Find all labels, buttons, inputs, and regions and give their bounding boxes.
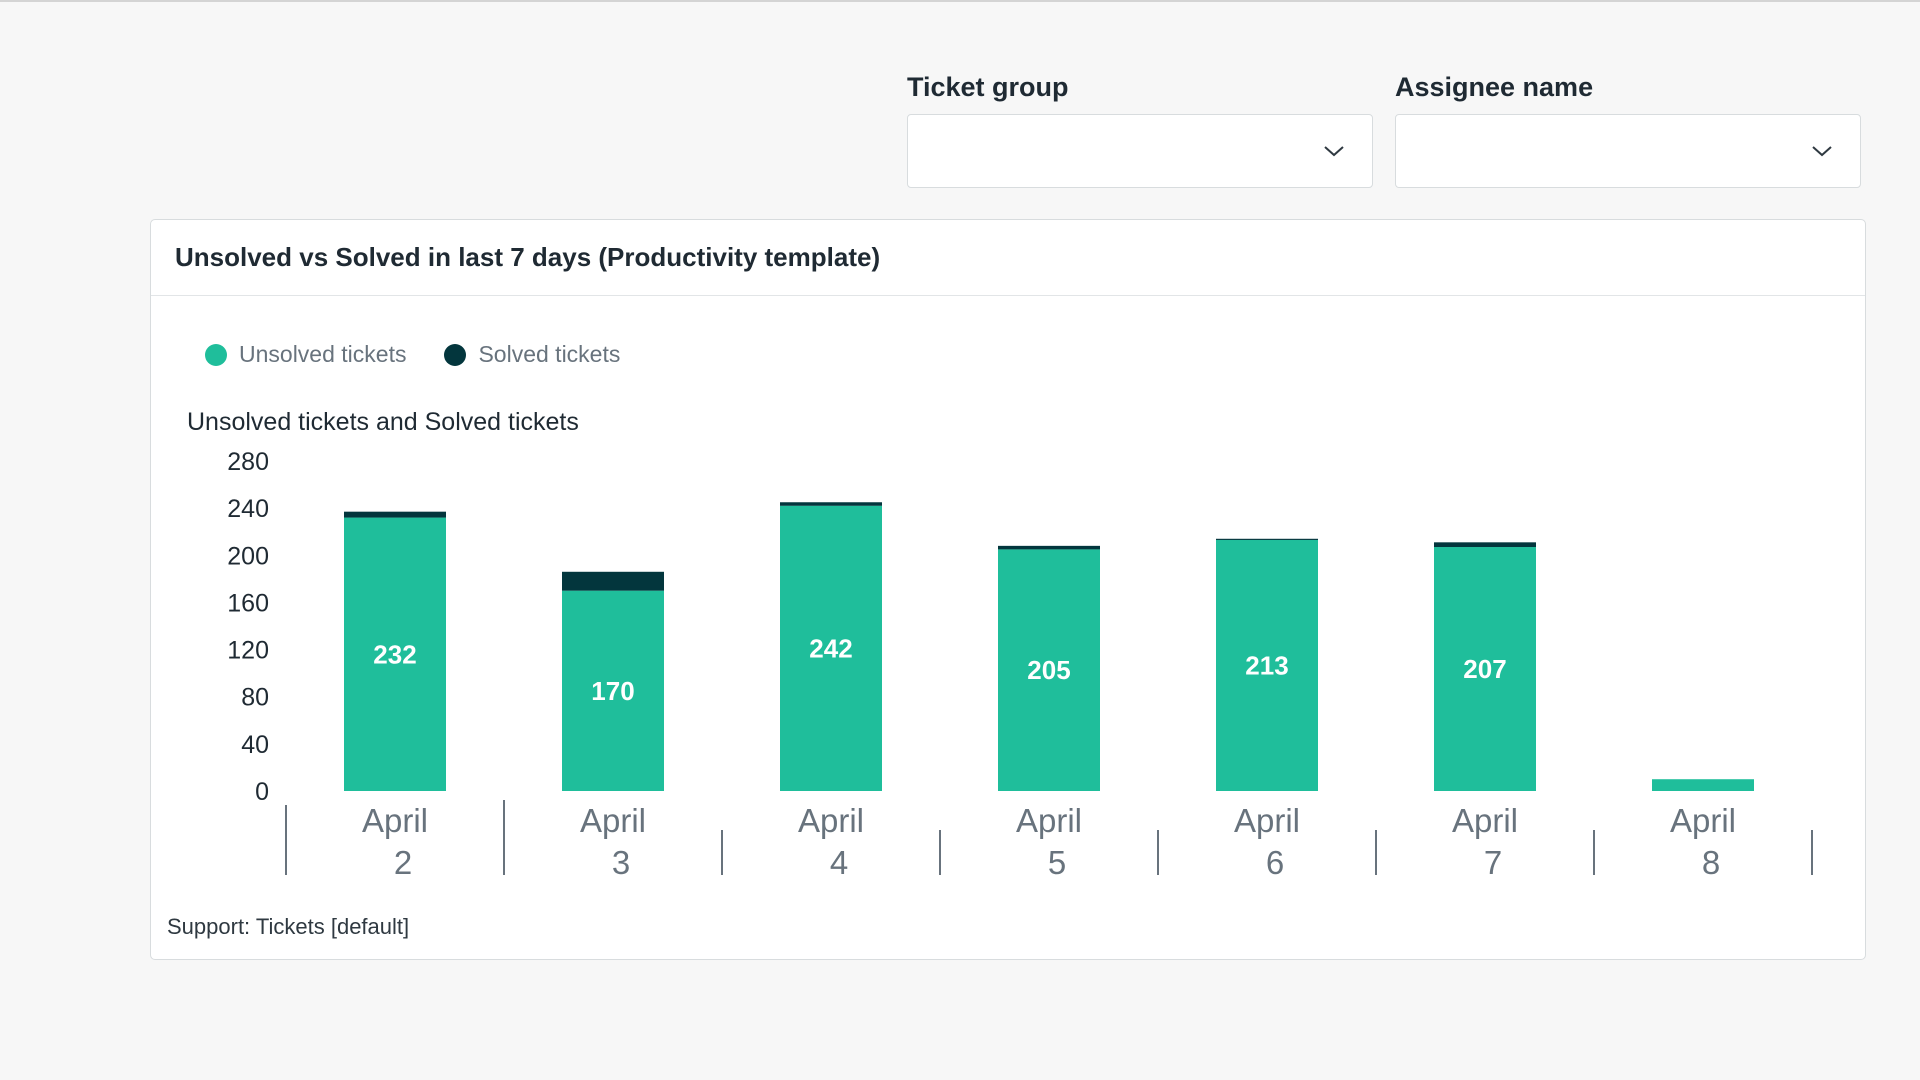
bar-data-label: 242	[809, 633, 852, 663]
bar-solved	[998, 545, 1100, 550]
x-tick-label-day: 5	[1048, 844, 1066, 880]
bar-data-label: 232	[373, 639, 416, 669]
legend-marker-unsolved	[205, 343, 227, 366]
bar-unsolved	[1652, 779, 1754, 791]
bar-unsolved	[1216, 539, 1318, 791]
bar-unsolved	[780, 505, 882, 791]
y-tick-label: 40	[241, 731, 269, 759]
x-tick-label-day: 8	[1702, 844, 1720, 880]
legend-item-unsolved[interactable]: Unsolved tickets	[205, 341, 406, 368]
x-tick-label-day: 7	[1484, 844, 1502, 880]
assignee-name-select[interactable]	[1395, 114, 1861, 188]
y-tick-label: 80	[241, 684, 269, 712]
x-tick-label-month: April	[580, 802, 646, 839]
y-tick-label: 160	[227, 589, 269, 617]
assignee-name-label: Assignee name	[1395, 72, 1594, 102]
x-tick-label-month: April	[362, 802, 428, 839]
bar-data-label: 213	[1245, 650, 1288, 680]
chart-card: Unsolved vs Solved in last 7 days (Produ…	[150, 219, 1866, 960]
bar-solved	[780, 502, 882, 506]
y-tick-label: 200	[227, 542, 269, 570]
top-divider	[0, 0, 1920, 2]
bar-solved	[1216, 538, 1318, 540]
chevron-down-icon	[1812, 146, 1832, 157]
bar-unsolved	[344, 517, 446, 791]
stacked-bar-chart: Unsolved tickets and Solved tickets 0 40 80…	[187, 408, 1813, 880]
bar-data-label: 170	[591, 676, 634, 706]
chevron-down-icon	[1324, 146, 1344, 157]
legend-item-solved[interactable]: Solved tickets	[444, 341, 620, 368]
x-tick-label-day: 4	[830, 844, 848, 880]
x-tick-label-month: April	[1452, 802, 1518, 839]
bar-unsolved	[1434, 547, 1536, 791]
bar-unsolved	[562, 590, 664, 791]
x-tick-label-month: April	[798, 802, 864, 839]
legend-marker-solved	[444, 343, 467, 366]
y-tick-label: 280	[227, 448, 269, 476]
bar-solved	[562, 571, 664, 591]
card-header: Unsolved vs Solved in last 7 days (Produ…	[151, 220, 1865, 296]
ticket-group-select[interactable]	[907, 114, 1373, 188]
y-tick-label: 0	[255, 778, 269, 806]
bar-solved	[1434, 542, 1536, 548]
chart-legend: Unsolved tickets Solved tickets	[205, 341, 620, 368]
data-source-label: Support: Tickets [default]	[167, 914, 410, 939]
legend-label-unsolved: Unsolved tickets	[239, 341, 407, 367]
card-title: Unsolved vs Solved in last 7 days (Produ…	[175, 242, 881, 272]
bar-solved	[344, 511, 446, 518]
bar-unsolved	[998, 549, 1100, 791]
x-tick-label-month: April	[1234, 802, 1300, 839]
bar-data-label: 205	[1027, 655, 1070, 685]
x-tick-label-month: April	[1016, 802, 1082, 839]
bar-data-label: 207	[1463, 654, 1506, 684]
x-tick-label-day: 2	[394, 844, 412, 880]
x-tick-label-day: 6	[1266, 844, 1284, 880]
ticket-group-label: Ticket group	[907, 72, 1069, 102]
y-tick-label: 240	[227, 495, 269, 523]
x-tick-label-month: April	[1670, 802, 1736, 839]
y-tick-label: 120	[227, 637, 269, 665]
x-tick-label-day: 3	[612, 844, 630, 880]
y-axis-title: Unsolved tickets and Solved tickets	[187, 408, 579, 436]
legend-label-solved: Solved tickets	[478, 341, 621, 367]
